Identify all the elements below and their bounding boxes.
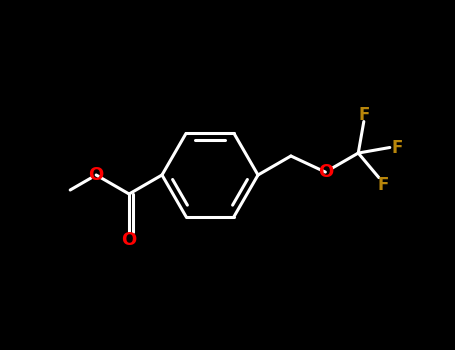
Text: F: F: [358, 106, 369, 124]
Text: O: O: [89, 166, 104, 184]
Text: O: O: [318, 163, 333, 181]
Text: F: F: [391, 139, 403, 156]
Text: F: F: [377, 176, 389, 194]
Text: O: O: [121, 231, 136, 249]
